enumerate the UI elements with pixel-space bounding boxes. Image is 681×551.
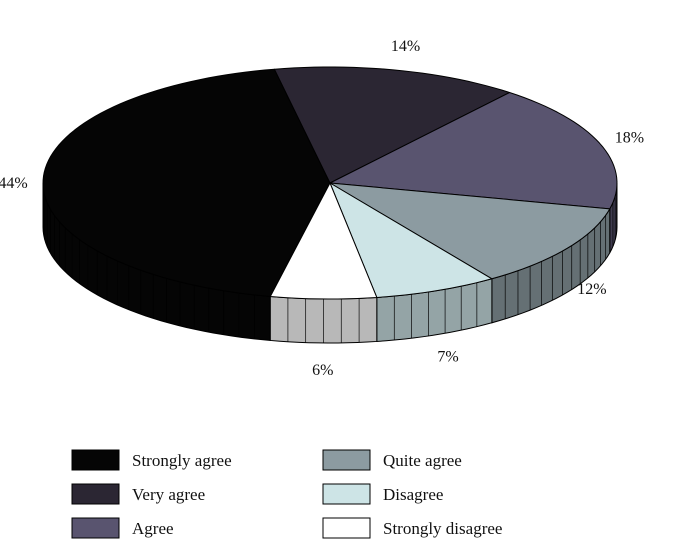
- pie-slice-disagree: [329, 182, 493, 298]
- pie-side-strongly-agree: [42, 182, 271, 342]
- legend-swatch: [71, 517, 120, 539]
- legend-label: Disagree: [383, 485, 443, 504]
- legend-swatch: [71, 449, 120, 471]
- legend-label: Agree: [132, 519, 174, 538]
- legend-swatch: [71, 483, 120, 505]
- legend-item-strongly-disagree: Strongly disagree: [322, 517, 502, 539]
- legend-label: Strongly agree: [132, 451, 232, 470]
- legend-label: Strongly disagree: [383, 519, 502, 538]
- pie-side-strongly-disagree: [269, 295, 378, 344]
- legend: Strongly agree Very agree Agree Quite agree…: [71, 449, 502, 539]
- pct-label-agree: 18%: [615, 129, 644, 146]
- legend-item-quite-agree: Quite agree: [322, 449, 462, 471]
- legend-item-agree: Agree: [71, 517, 174, 539]
- pie-slice-very-agree: [273, 66, 511, 184]
- pie-slice-strongly-disagree: [269, 182, 378, 300]
- legend-item-disagree: Disagree: [322, 483, 443, 505]
- legend-swatch: [322, 449, 371, 471]
- legend-swatch: [322, 517, 371, 539]
- pie-slice-quite-agree: [329, 182, 611, 280]
- pie-side-walls: [42, 182, 618, 344]
- legend-swatch: [322, 483, 371, 505]
- pie-slice-agree: [329, 92, 618, 210]
- pct-label-disagree: 7%: [437, 349, 458, 366]
- legend-item-very-agree: Very agree: [71, 483, 205, 505]
- legend-label: Very agree: [132, 485, 205, 504]
- legend-label: Quite agree: [383, 451, 462, 470]
- pie-top-face: [42, 66, 618, 300]
- pct-label-strongly-disagree: 6%: [312, 362, 333, 379]
- legend-item-strongly-agree: Strongly agree: [71, 449, 232, 471]
- pie-slice-strongly-agree: [42, 68, 331, 297]
- pct-label-strongly-agree: 44%: [0, 175, 28, 192]
- pie-value-labels: 44% 14% 18% 12% 7% 6%: [0, 38, 644, 379]
- pct-label-very-agree: 14%: [391, 38, 420, 55]
- pct-label-quite-agree: 12%: [577, 281, 606, 298]
